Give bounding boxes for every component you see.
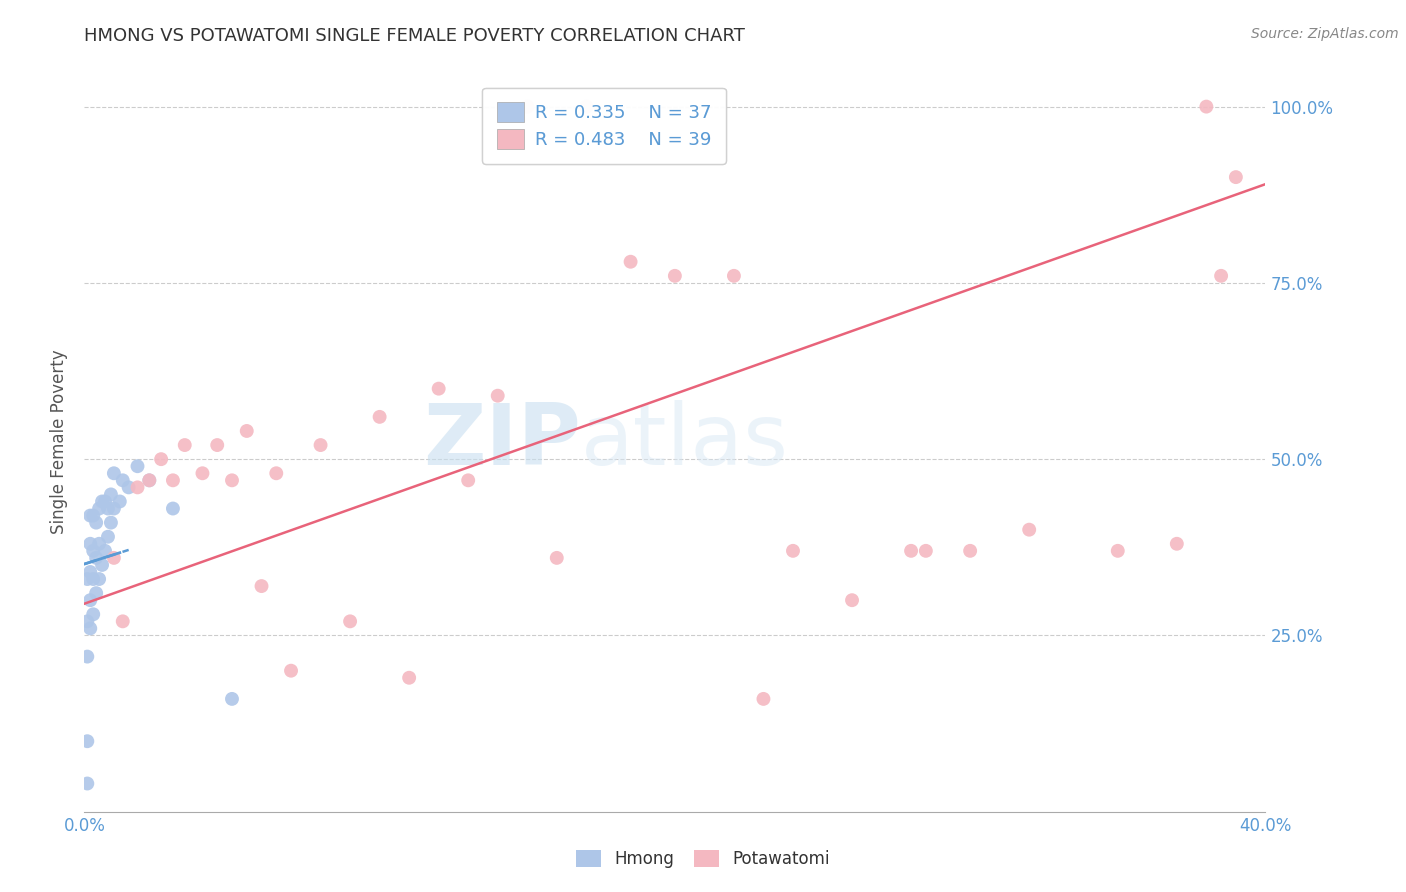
Point bbox=[575, 100, 598, 114]
Point bbox=[79, 565, 101, 579]
Point bbox=[1166, 537, 1188, 551]
Point bbox=[723, 268, 745, 283]
Point bbox=[97, 501, 120, 516]
Point bbox=[162, 501, 184, 516]
Point bbox=[619, 254, 641, 268]
Y-axis label: Single Female Poverty: Single Female Poverty bbox=[51, 350, 69, 533]
Point bbox=[94, 494, 117, 508]
Text: atlas: atlas bbox=[581, 400, 789, 483]
Point bbox=[76, 572, 98, 586]
Point bbox=[546, 550, 568, 565]
Point bbox=[280, 664, 302, 678]
Point bbox=[100, 487, 122, 501]
Point bbox=[841, 593, 863, 607]
Point bbox=[111, 473, 134, 487]
Point bbox=[221, 473, 243, 487]
Point bbox=[1225, 170, 1247, 185]
Point bbox=[264, 467, 288, 481]
Point bbox=[250, 579, 273, 593]
Point bbox=[959, 544, 981, 558]
Text: HMONG VS POTAWATOMI SINGLE FEMALE POVERTY CORRELATION CHART: HMONG VS POTAWATOMI SINGLE FEMALE POVERT… bbox=[84, 27, 745, 45]
Point bbox=[79, 508, 101, 523]
Point bbox=[91, 494, 114, 508]
Point bbox=[76, 734, 98, 748]
Point bbox=[398, 671, 420, 685]
Point bbox=[76, 615, 98, 629]
Point bbox=[914, 544, 936, 558]
Legend: R = 0.335    N = 37, R = 0.483    N = 39: R = 0.335 N = 37, R = 0.483 N = 39 bbox=[482, 87, 725, 163]
Point bbox=[150, 452, 173, 467]
Point bbox=[752, 692, 775, 706]
Point bbox=[127, 480, 149, 494]
Point bbox=[138, 473, 160, 487]
Point bbox=[82, 508, 104, 523]
Point bbox=[339, 615, 361, 629]
Point bbox=[79, 593, 101, 607]
Point bbox=[100, 516, 122, 530]
Point bbox=[1018, 523, 1040, 537]
Point bbox=[84, 550, 107, 565]
Point bbox=[368, 409, 391, 424]
Text: ZIP: ZIP bbox=[423, 400, 581, 483]
Point bbox=[221, 692, 243, 706]
Point bbox=[108, 494, 131, 508]
Point bbox=[89, 572, 111, 586]
Point bbox=[138, 473, 160, 487]
Point bbox=[127, 459, 149, 474]
Point bbox=[89, 501, 111, 516]
Point bbox=[457, 473, 479, 487]
Point bbox=[79, 621, 101, 635]
Point bbox=[191, 467, 214, 481]
Point bbox=[205, 438, 228, 452]
Point bbox=[516, 100, 538, 114]
Point bbox=[309, 438, 332, 452]
Legend: Hmong, Potawatomi: Hmong, Potawatomi bbox=[569, 843, 837, 875]
Point bbox=[82, 572, 104, 586]
Point bbox=[82, 607, 104, 622]
Point bbox=[94, 544, 117, 558]
Text: Source: ZipAtlas.com: Source: ZipAtlas.com bbox=[1251, 27, 1399, 41]
Point bbox=[1107, 544, 1129, 558]
Point bbox=[1195, 100, 1218, 114]
Point bbox=[84, 516, 107, 530]
Point bbox=[76, 776, 98, 790]
Point bbox=[162, 473, 184, 487]
Point bbox=[76, 649, 98, 664]
Point bbox=[97, 530, 120, 544]
Point bbox=[82, 544, 104, 558]
Point bbox=[486, 389, 509, 403]
Point bbox=[103, 467, 125, 481]
Point bbox=[900, 544, 922, 558]
Point bbox=[1209, 268, 1232, 283]
Point bbox=[111, 615, 134, 629]
Point bbox=[79, 537, 101, 551]
Point bbox=[427, 382, 450, 396]
Point bbox=[236, 424, 259, 438]
Point bbox=[84, 586, 107, 600]
Point bbox=[118, 480, 141, 494]
Point bbox=[782, 544, 804, 558]
Point bbox=[664, 268, 686, 283]
Point bbox=[103, 501, 125, 516]
Point bbox=[91, 558, 114, 572]
Point bbox=[173, 438, 195, 452]
Point bbox=[103, 550, 125, 565]
Point bbox=[89, 537, 111, 551]
